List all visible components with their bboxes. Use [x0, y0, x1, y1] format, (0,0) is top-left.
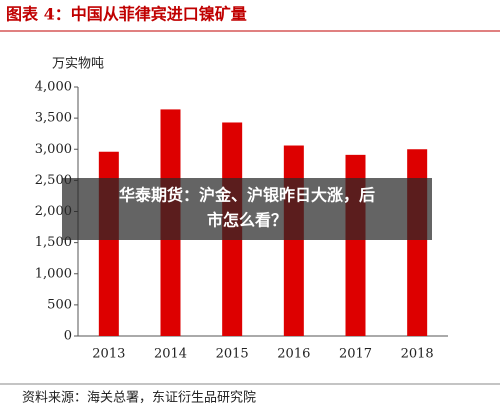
y-tick-label: 1,000: [35, 266, 72, 281]
chart-title: 图表 4：中国从菲律宾进口镍矿量: [6, 5, 247, 24]
x-tick-label: 2013: [92, 347, 125, 362]
x-tick-label: 2017: [339, 347, 372, 362]
x-tick-label: 2018: [401, 347, 434, 362]
y-tick-label: 3,000: [35, 142, 72, 157]
overlay-text: 华泰期货：沪金、沪银昨日大涨，后: [119, 186, 375, 205]
x-tick-label: 2016: [277, 347, 310, 362]
bar: [407, 149, 428, 336]
y-tick-label: 500: [47, 297, 72, 312]
overlay-banner: [62, 178, 432, 240]
source: 资料来源：海关总署，东证衍生品研究院: [22, 391, 256, 406]
y-tick-label: 3,500: [35, 111, 72, 126]
y-tick-label: 0: [64, 329, 72, 344]
bar: [283, 145, 304, 336]
y-axis-label: 万实物吨: [52, 57, 104, 72]
x-tick-label: 2014: [154, 347, 187, 362]
overlay-text: 市怎么看？: [207, 211, 287, 230]
y-tick-label: 4,000: [35, 80, 72, 95]
x-tick-label: 2015: [216, 347, 249, 362]
